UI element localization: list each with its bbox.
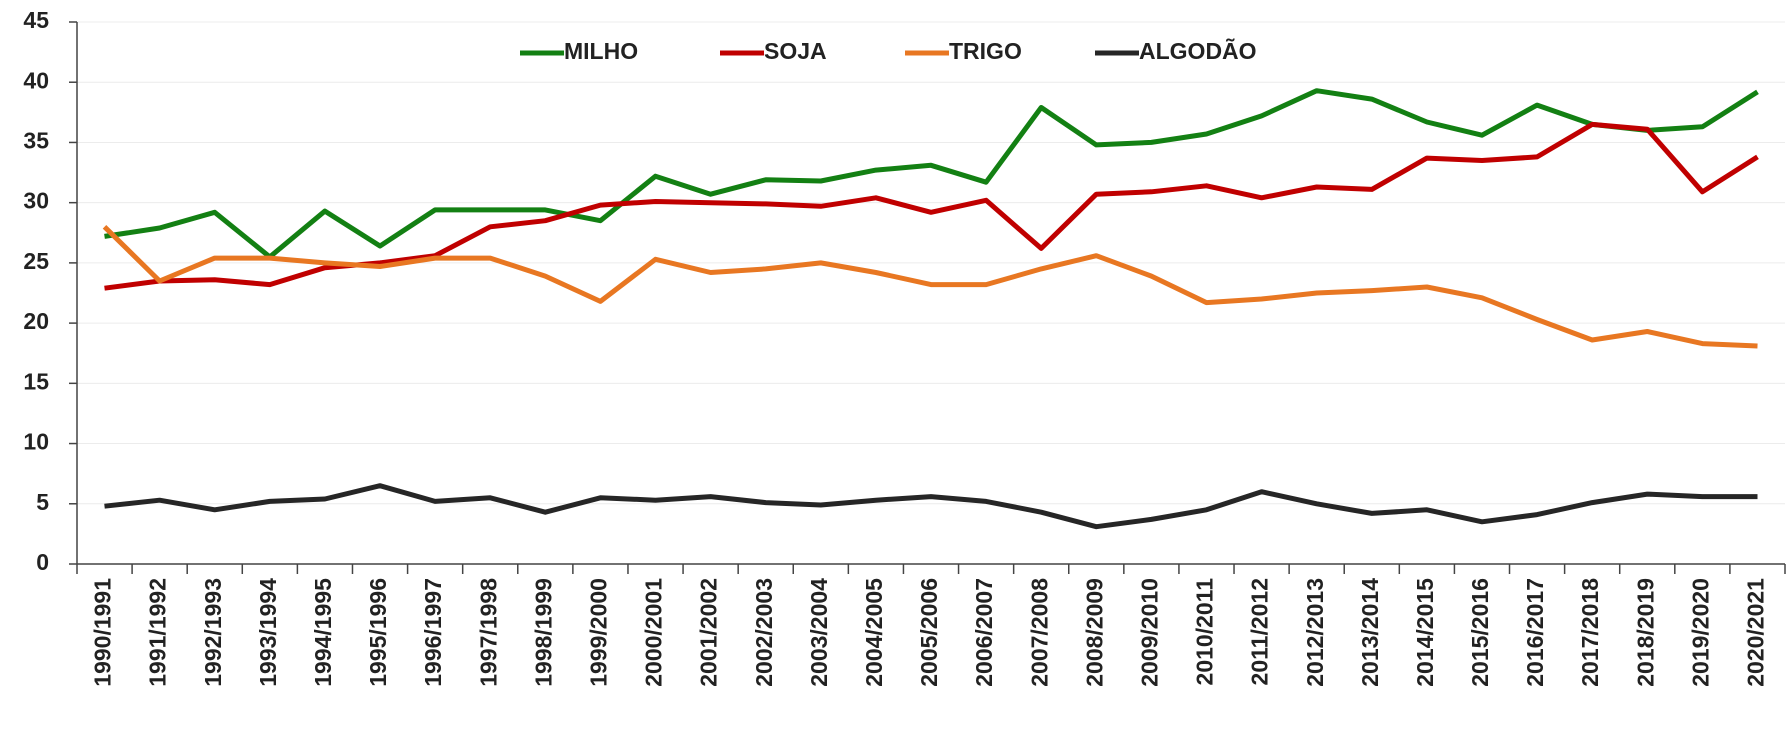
series-line <box>104 121 1759 291</box>
x-tick-label: 2012/2013 <box>1302 578 1328 687</box>
x-tick-label: 1990/1991 <box>90 578 116 687</box>
y-tick-label: 5 <box>36 489 49 515</box>
series-line <box>104 88 1759 260</box>
legend-label: ALGODÃO <box>1139 37 1257 64</box>
x-tick-label: 2009/2010 <box>1136 578 1162 687</box>
x-tick-label: 2015/2016 <box>1467 578 1493 687</box>
x-tick-label: 2007/2008 <box>1026 578 1052 687</box>
x-tick-label: 1994/1995 <box>310 578 336 687</box>
x-tick-label: 1993/1994 <box>255 578 281 687</box>
legend-label: TRIGO <box>949 38 1022 64</box>
legend-label: SOJA <box>764 38 827 64</box>
y-tick-label: 0 <box>36 549 49 575</box>
series-line <box>102 225 1758 349</box>
x-tick-label: 2020/2021 <box>1743 578 1769 687</box>
y-tick-label: 30 <box>23 188 49 214</box>
x-tick-label: 2002/2003 <box>751 578 777 687</box>
x-tick-label: 2003/2004 <box>806 578 832 687</box>
x-tick-label: 2016/2017 <box>1522 578 1548 687</box>
x-tick-label: 2000/2001 <box>641 578 667 687</box>
x-tick-label: 2004/2005 <box>861 578 887 687</box>
x-tick-label: 2001/2002 <box>696 578 722 687</box>
x-tick-label: 1992/1993 <box>200 578 226 687</box>
x-tick-label: 2017/2018 <box>1577 578 1603 687</box>
x-tick-label: 2010/2011 <box>1192 578 1218 686</box>
x-tick-label: 2008/2009 <box>1081 578 1107 687</box>
x-tick-label: 1991/1992 <box>145 578 171 687</box>
x-tick-label: 2005/2006 <box>916 578 942 687</box>
legend-label: MILHO <box>564 38 638 64</box>
x-tick-label: 1997/1998 <box>475 578 501 687</box>
x-tick-label: 2006/2007 <box>971 578 997 687</box>
y-tick-label: 20 <box>23 308 49 334</box>
y-tick-label: 35 <box>23 128 49 154</box>
x-tick-label: 2014/2015 <box>1412 578 1438 687</box>
x-tick-label: 2019/2020 <box>1687 578 1713 687</box>
y-tick-label: 15 <box>23 368 49 394</box>
x-tick-label: 2013/2014 <box>1357 578 1383 687</box>
y-tick-label: 25 <box>23 248 49 274</box>
x-tick-label: 1995/1996 <box>365 578 391 687</box>
x-tick-label: 1996/1997 <box>420 578 446 687</box>
y-tick-label: 40 <box>23 67 49 93</box>
y-tick-label: 10 <box>23 429 49 455</box>
x-tick-label: 1999/2000 <box>585 578 611 687</box>
x-tick-label: 2018/2019 <box>1632 578 1658 687</box>
x-tick-label: 1998/1999 <box>530 578 556 687</box>
x-tick-label: 2011/2012 <box>1247 578 1273 685</box>
y-tick-label: 45 <box>23 7 49 33</box>
series-line <box>104 483 1758 530</box>
